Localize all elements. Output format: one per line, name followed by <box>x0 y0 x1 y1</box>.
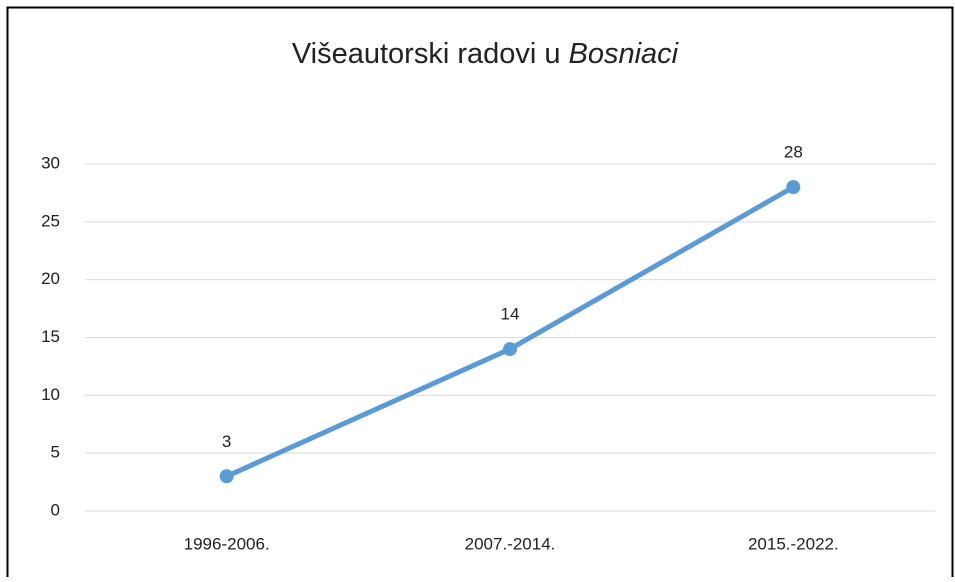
title-part: Bosniaci <box>569 38 680 70</box>
title-part: Višeautorski radovi u <box>292 38 561 70</box>
chart-title: Višeautorski radovi u Bosniaci <box>292 38 680 70</box>
marker <box>219 469 234 484</box>
data-label: 28 <box>784 143 803 162</box>
y-tick-label: 25 <box>41 211 60 230</box>
y-tick-label: 30 <box>41 153 60 172</box>
marker <box>503 342 517 357</box>
y-tick-label: 5 <box>51 443 60 462</box>
y-tick-label: 0 <box>51 500 60 519</box>
x-tick-label: 2007.-2014. <box>465 534 556 553</box>
x-tick-label: 2015.-2022. <box>748 534 839 553</box>
y-tick-label: 20 <box>41 269 60 288</box>
data-label: 3 <box>222 432 231 451</box>
marker <box>786 180 801 195</box>
y-tick-label: 10 <box>41 385 60 404</box>
data-label: 14 <box>501 305 520 324</box>
frame <box>6 6 954 577</box>
x-tick-label: 1996-2006. <box>184 534 270 553</box>
y-tick-label: 15 <box>41 327 60 346</box>
